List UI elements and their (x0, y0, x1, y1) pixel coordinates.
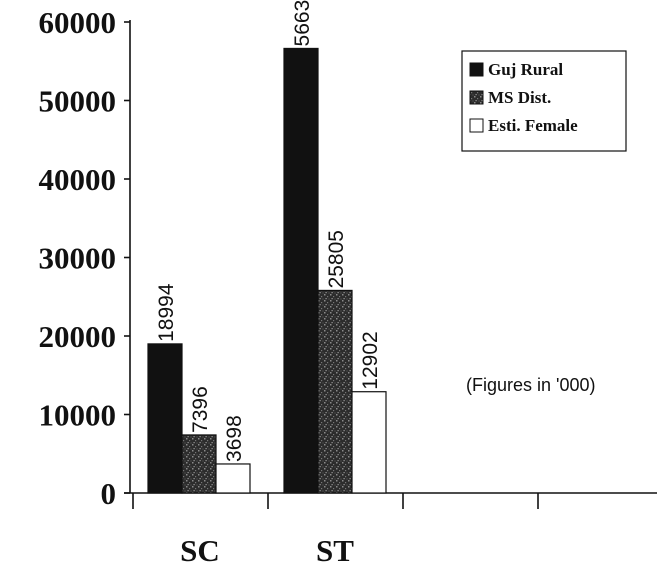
data-label: 3698 (223, 415, 246, 462)
bar-guj-rural-sc (147, 343, 183, 494)
legend-entry-label: Esti. Female (488, 116, 578, 135)
figures-note: (Figures in '000) (466, 375, 596, 395)
x-category-label: ST (316, 533, 354, 566)
x-category-label: SC (180, 533, 220, 566)
legend-box (461, 50, 627, 152)
bar-ms-dist--st (317, 289, 353, 494)
legend-swatch (469, 118, 484, 133)
y-tick-label: 40000 (39, 162, 117, 197)
y-tick-label: 60000 (39, 5, 117, 40)
y-tick-label: 50000 (39, 84, 117, 119)
legend-swatch (469, 62, 484, 77)
legend-entry-label: Guj Rural (488, 60, 563, 79)
y-tick-label: 20000 (39, 319, 117, 354)
y-tick-label: 0 (101, 476, 117, 511)
bar-esti-female-sc (215, 463, 251, 494)
legend: Guj Rural MS Dist. Esti. Female (461, 50, 627, 152)
data-label: 56632 (291, 0, 314, 46)
bar-esti-female-st (351, 391, 387, 494)
y-tick-label: 30000 (39, 241, 117, 276)
legend-entry-label: MS Dist. (488, 88, 551, 107)
bar-ms-dist--sc (181, 434, 217, 494)
bars (147, 47, 387, 494)
data-label: 7396 (189, 386, 212, 433)
legend-swatch (469, 90, 484, 105)
axes: 0 10000 20000 30000 40000 50000 60000 SC ST (39, 5, 657, 566)
data-labels: 18994 56632 7396 25805 3698 12902 (155, 0, 382, 462)
data-label: 18994 (155, 283, 178, 342)
y-tick-label: 10000 (39, 398, 117, 433)
data-label: 12902 (359, 331, 382, 389)
data-label: 25805 (325, 230, 348, 288)
bar-guj-rural-st (283, 47, 319, 494)
